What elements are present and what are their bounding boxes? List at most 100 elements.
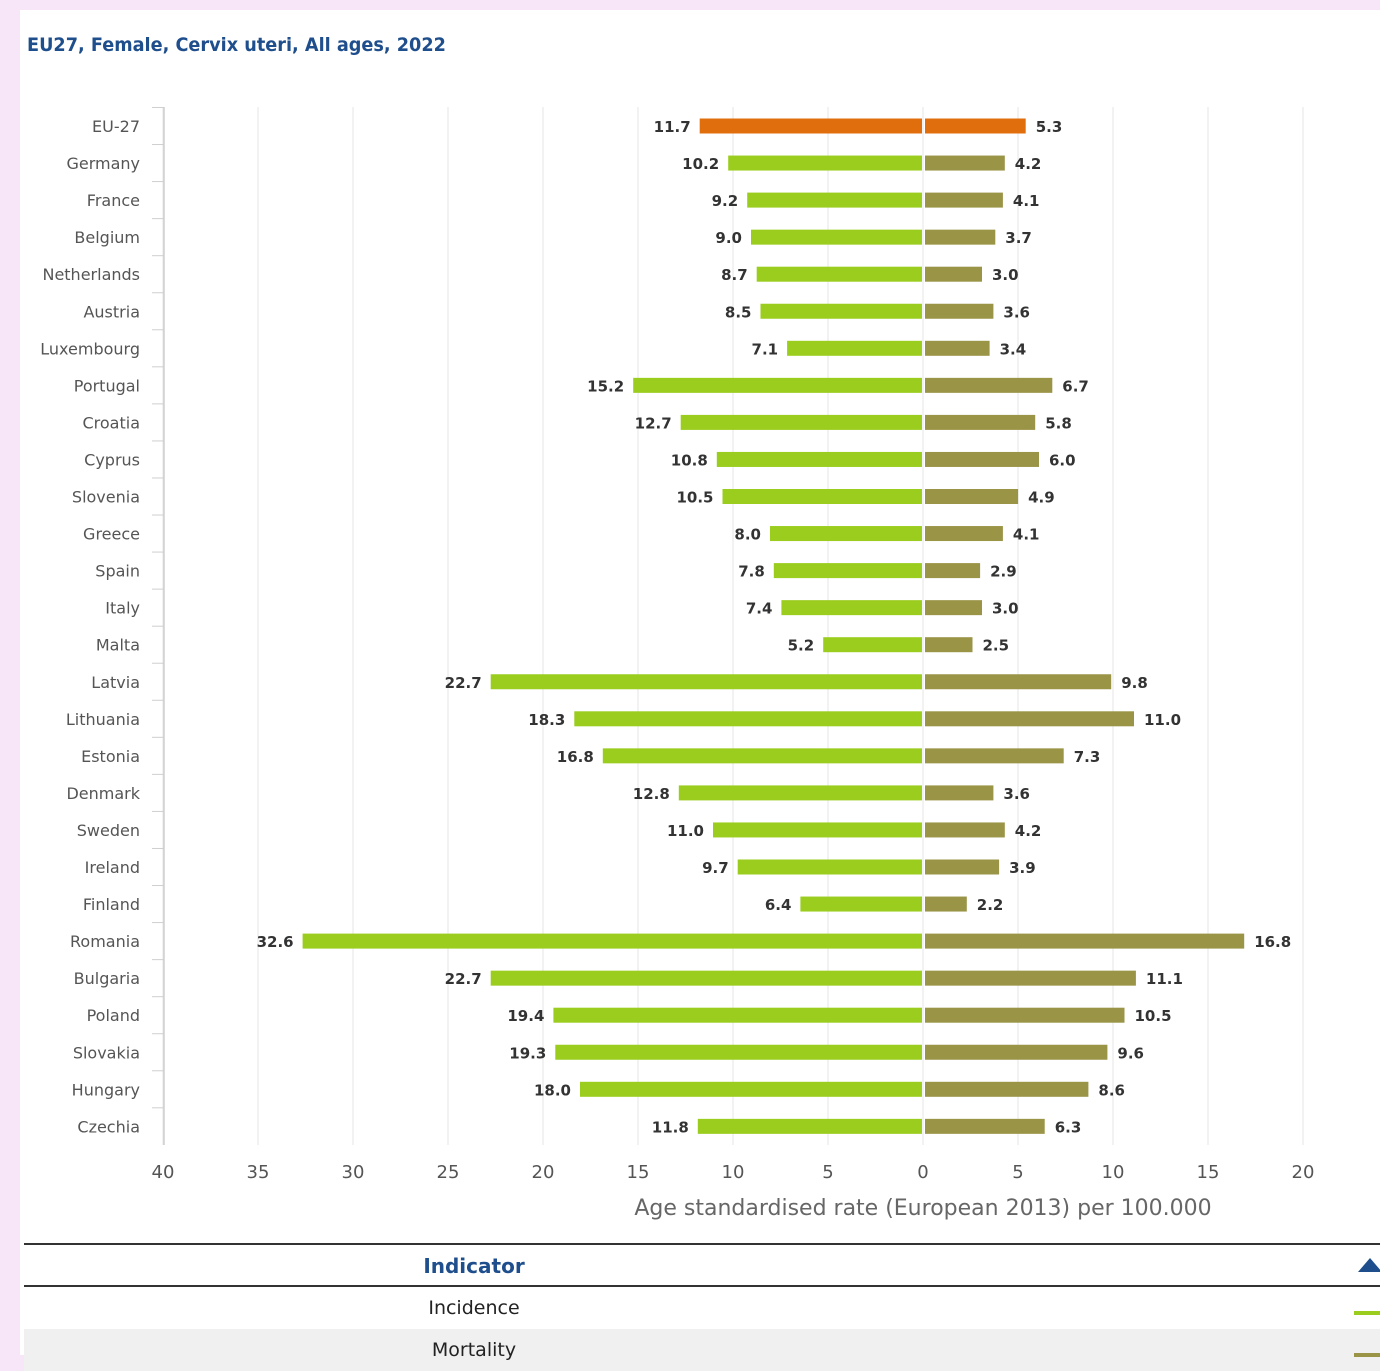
x-tick-label: 20: [1292, 1162, 1315, 1183]
incidence-value-label: 7.4: [746, 600, 773, 618]
x-tick-label: 5: [1012, 1162, 1023, 1183]
chart-title: EU27, Female, Cervix uteri, All ages, 20…: [27, 34, 446, 56]
mortality-bar: [925, 266, 982, 282]
x-tick-label: 15: [1197, 1162, 1220, 1183]
mortality-value-label: 3.6: [1003, 303, 1030, 321]
mortality-bar: [925, 600, 982, 616]
mortality-bar: [925, 118, 1026, 134]
category-label: Hungary: [72, 1080, 140, 1099]
incidence-bar: [760, 303, 922, 319]
mortality-value-label: 2.5: [983, 637, 1010, 655]
chart-panel: EU27, Female, Cervix uteri, All ages, 20…: [20, 10, 1380, 1371]
mortality-value-label: 11.0: [1144, 711, 1181, 729]
mortality-value-label: 8.6: [1098, 1081, 1125, 1099]
incidence-value-label: 11.0: [667, 822, 704, 840]
sort-ascending-icon[interactable]: [1358, 1258, 1380, 1272]
category-label: Denmark: [66, 784, 140, 803]
incidence-bar: [680, 414, 922, 430]
category-label: Bulgaria: [74, 969, 140, 988]
mortality-value-label: 2.9: [990, 563, 1017, 581]
category-label: Greece: [83, 525, 140, 544]
incidence-value-label: 7.8: [738, 563, 765, 581]
category-label: Portugal: [74, 376, 140, 395]
incidence-value-label: 12.7: [635, 414, 672, 432]
x-tick-label: 40: [152, 1162, 175, 1183]
mortality-value-label: 16.8: [1254, 933, 1291, 951]
incidence-value-label: 18.3: [528, 711, 565, 729]
mortality-value-label: 3.6: [1003, 785, 1030, 803]
x-tick-label: 20: [532, 1162, 555, 1183]
incidence-bar: [602, 748, 922, 764]
mortality-bar: [925, 1081, 1089, 1097]
incidence-bar: [580, 1081, 922, 1097]
category-label: Belgium: [74, 228, 140, 247]
category-label: Sweden: [77, 821, 140, 840]
mortality-bar: [925, 155, 1005, 171]
incidence-value-label: 22.7: [445, 674, 482, 692]
mortality-value-label: 6.0: [1049, 451, 1076, 469]
pyramid-bar-chart: EU-27 11.7 5.3 Germany 10.2 4.2 France 9.2 4.1 Be…: [40, 106, 1315, 1221]
incidence-bar: [302, 933, 923, 949]
mortality-bar: [925, 748, 1064, 764]
legend-table: Indicator Incidence Mortality: [24, 1243, 1380, 1371]
category-label: Malta: [96, 636, 140, 655]
mortality-value-label: 9.6: [1117, 1044, 1144, 1062]
incidence-bar: [770, 526, 922, 542]
incidence-value-label: 8.5: [725, 303, 752, 321]
mortality-bar: [925, 192, 1003, 208]
mortality-bar: [925, 340, 990, 356]
category-label: EU-27: [92, 117, 140, 136]
mortality-bar: [925, 377, 1053, 393]
incidence-value-label: 9.0: [715, 229, 742, 247]
mortality-value-label: 3.9: [1009, 859, 1036, 877]
mortality-value-label: 2.2: [977, 896, 1004, 914]
x-tick-label: 10: [1102, 1162, 1125, 1183]
incidence-value-label: 11.7: [654, 118, 691, 136]
mortality-bar: [925, 785, 994, 801]
mortality-value-label: 4.2: [1015, 822, 1042, 840]
legend-item-incidence[interactable]: Incidence: [24, 1287, 1380, 1329]
mortality-value-label: 3.4: [1000, 340, 1027, 358]
mortality-bar: [925, 1044, 1108, 1060]
mortality-bar: [925, 933, 1245, 949]
category-label: Slovakia: [73, 1043, 140, 1062]
legend-header[interactable]: Indicator: [24, 1243, 1380, 1287]
category-label: Latvia: [91, 673, 140, 692]
incidence-value-label: 19.3: [509, 1044, 546, 1062]
incidence-value-label: 19.4: [507, 1007, 544, 1025]
category-label: Austria: [83, 302, 140, 321]
category-label: Netherlands: [42, 265, 140, 284]
incidence-bar: [555, 1044, 922, 1060]
legend-item-label: Mortality: [431, 1339, 517, 1361]
category-label: Croatia: [82, 413, 140, 432]
incidence-value-label: 7.1: [752, 340, 779, 358]
incidence-bar: [716, 451, 922, 467]
category-label: Ireland: [85, 858, 140, 877]
mortality-value-label: 9.8: [1121, 674, 1148, 692]
incidence-swatch: [1354, 1311, 1380, 1315]
category-label: France: [87, 191, 140, 210]
incidence-value-label: 15.2: [587, 377, 624, 395]
mortality-bar: [925, 674, 1112, 690]
incidence-bar: [787, 340, 922, 356]
mortality-bar: [925, 414, 1036, 430]
incidence-bar: [722, 489, 922, 504]
x-tick-label: 15: [627, 1162, 650, 1183]
incidence-bar: [633, 377, 922, 393]
mortality-value-label: 3.0: [992, 266, 1019, 284]
incidence-value-label: 32.6: [257, 933, 294, 951]
mortality-bar: [925, 711, 1134, 727]
mortality-bar: [925, 451, 1039, 467]
category-label: Spain: [95, 562, 140, 581]
incidence-value-label: 6.4: [765, 896, 792, 914]
x-tick-label: 5: [822, 1162, 833, 1183]
mortality-bar: [925, 637, 973, 653]
incidence-bar: [699, 118, 922, 134]
incidence-bar: [553, 1007, 922, 1023]
legend-item-mortality[interactable]: Mortality: [24, 1329, 1380, 1371]
incidence-value-label: 12.8: [633, 785, 670, 803]
x-tick-label: 10: [722, 1162, 745, 1183]
incidence-bar: [751, 229, 922, 245]
x-tick-label: 0: [917, 1162, 928, 1183]
incidence-bar: [747, 192, 922, 208]
